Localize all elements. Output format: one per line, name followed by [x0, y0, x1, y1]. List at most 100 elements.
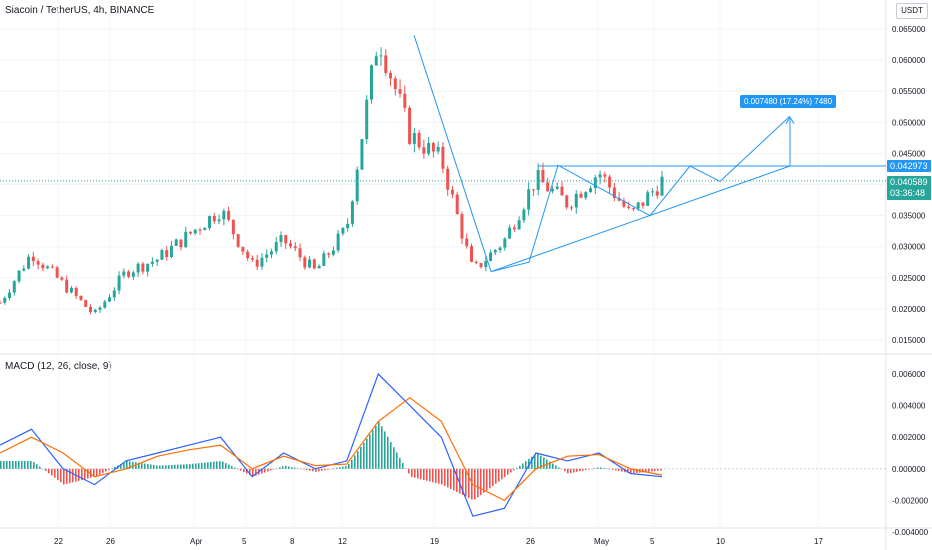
candle-body	[136, 263, 140, 273]
candle-body	[636, 202, 640, 209]
candle-body	[208, 216, 212, 229]
macd-histogram-bar	[372, 430, 374, 469]
macd-histogram-bar	[69, 468, 71, 484]
macd-tick-label: 0.006000	[892, 370, 926, 379]
macd-histogram-bar	[72, 468, 74, 483]
candle-body	[74, 287, 78, 296]
macd-histogram-bar	[171, 464, 173, 469]
macd-tick-label: -0.002000	[892, 496, 929, 505]
macd-histogram-bar	[240, 468, 242, 471]
candle-body	[498, 247, 502, 250]
candle-body	[403, 93, 407, 108]
candle-body	[384, 55, 388, 73]
candle-body	[460, 214, 464, 239]
last-price-value: 0.040589	[890, 177, 928, 187]
macd-histogram-bar	[366, 438, 368, 469]
macd-histogram-bar	[519, 465, 521, 469]
candle-body	[241, 246, 245, 252]
macd-histogram-bar	[483, 468, 485, 493]
macd-histogram-bar	[477, 468, 479, 498]
macd-histogram-bar	[489, 468, 491, 489]
macd-histogram-bar	[285, 465, 287, 469]
candle-body	[122, 271, 126, 276]
price-tick-label: 0.030000	[892, 243, 926, 252]
candle-body	[303, 257, 307, 268]
macd-histogram-bar	[660, 468, 662, 471]
candle-body	[398, 89, 402, 94]
macd-histogram-bar	[525, 461, 527, 469]
macd-histogram-bar	[423, 468, 425, 481]
candle-body	[308, 259, 312, 268]
candle-body	[127, 271, 131, 277]
macd-histogram-bar	[309, 468, 311, 471]
macd-histogram-bar	[648, 468, 650, 472]
macd-histogram-bar	[303, 468, 305, 470]
macd-histogram-bar	[531, 456, 533, 469]
candle-body	[517, 220, 521, 230]
macd-histogram-bar	[282, 466, 284, 469]
macd-histogram-bar	[498, 468, 500, 482]
macd-histogram-bar	[96, 468, 98, 476]
macd-histogram-bar	[36, 464, 38, 469]
macd-histogram-bar	[123, 462, 125, 469]
macd-histogram-bar	[378, 421, 380, 469]
macd-histogram-bar	[297, 468, 299, 469]
candle-body	[160, 250, 164, 260]
macd-histogram-bar	[375, 426, 377, 469]
time-tick-label: May	[594, 537, 609, 546]
macd-histogram-bar	[501, 468, 503, 480]
macd-histogram-bar	[645, 468, 647, 473]
price-tick-label: 0.035000	[892, 212, 926, 221]
macd-histogram-bar	[195, 463, 197, 469]
candle-body	[65, 279, 69, 293]
candle-body	[455, 194, 459, 215]
macd-histogram-bar	[567, 468, 569, 474]
candle-body	[389, 72, 393, 79]
projection-callout[interactable]: 0.007480 (17.24%) 7480	[740, 95, 837, 108]
macd-histogram-bar	[486, 468, 488, 491]
macd-histogram-bar	[294, 467, 296, 469]
time-tick-label: 19	[430, 537, 439, 546]
candle-body	[355, 169, 359, 202]
macd-histogram-bar	[369, 434, 371, 469]
macd-histogram-bar	[336, 467, 338, 469]
candle-body	[0, 302, 2, 304]
candle-body	[227, 210, 231, 220]
macd-histogram-bar	[441, 468, 443, 485]
macd-histogram-bar	[87, 468, 89, 479]
macd-histogram-bar	[306, 468, 308, 471]
time-tick-label: 26	[106, 537, 115, 546]
macd-histogram-bar	[480, 468, 482, 496]
macd-histogram-bar	[300, 468, 302, 470]
candle-body	[531, 189, 535, 191]
macd-histogram-bar	[534, 454, 536, 469]
candle-body	[331, 250, 335, 255]
macd-histogram-bar	[606, 468, 608, 470]
macd-histogram-bar	[54, 468, 56, 478]
macd-histogram-bar	[246, 468, 248, 474]
macd-histogram-bar	[612, 468, 614, 470]
candle-body	[117, 275, 121, 291]
macd-histogram-bar	[642, 468, 644, 473]
currency-button[interactable]: USDT	[896, 3, 928, 19]
macd-histogram-bar	[429, 468, 431, 482]
macd-histogram-bar	[264, 468, 266, 473]
macd-histogram-bar	[360, 447, 362, 469]
candle-body	[660, 176, 664, 196]
macd-histogram-bar	[288, 466, 290, 469]
macd-histogram-bar	[417, 468, 419, 479]
macd-histogram-bar	[174, 464, 176, 469]
macd-histogram-bar	[420, 468, 422, 480]
price-tick-label: 0.020000	[892, 305, 926, 314]
candle-body	[570, 207, 574, 209]
macd-tick-label: 0.004000	[892, 402, 926, 411]
candle-body	[184, 231, 188, 248]
macd-histogram-bar	[105, 468, 107, 472]
candle-body	[508, 227, 512, 239]
macd-histogram-bar	[138, 462, 140, 469]
candle-body	[560, 186, 564, 196]
macd-histogram-bar	[249, 468, 251, 476]
candle-body	[365, 99, 369, 140]
macd-histogram-bar	[318, 468, 320, 472]
